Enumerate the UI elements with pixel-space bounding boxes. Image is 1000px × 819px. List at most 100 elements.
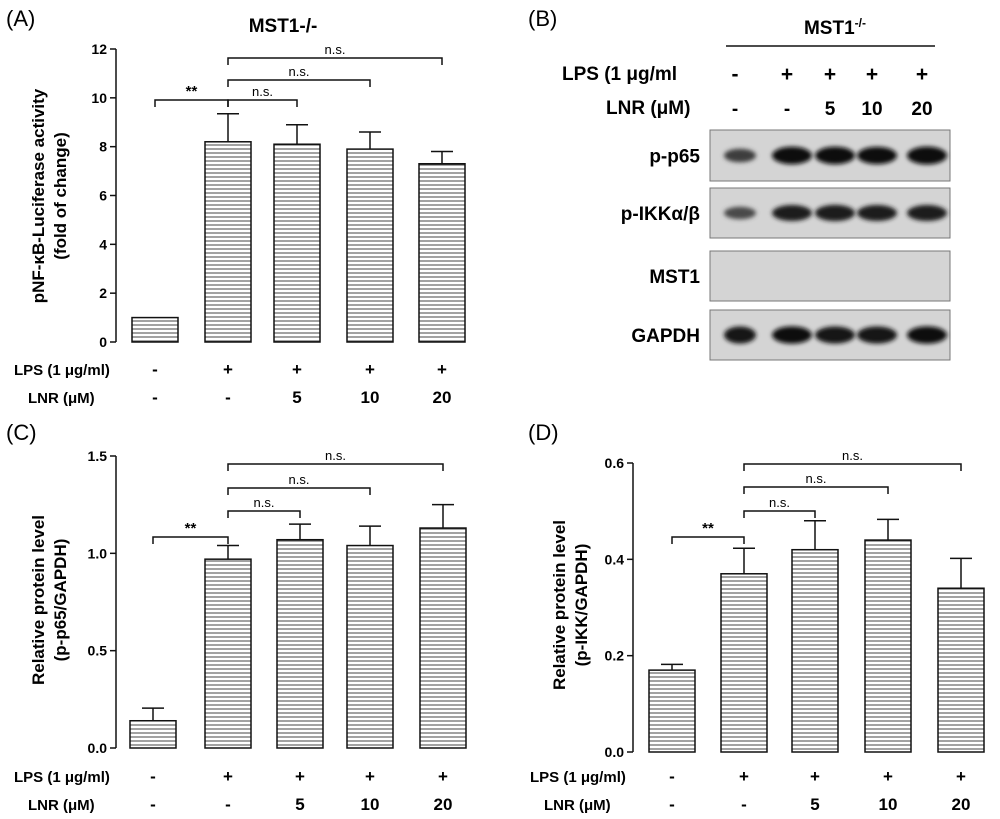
blot-lnr-value: -	[732, 99, 738, 120]
chart-c-sig-bracket	[152, 536, 229, 544]
chart-a-lnr-value: -	[225, 388, 231, 407]
chart-a-bar	[346, 148, 394, 343]
blot-band	[857, 146, 897, 165]
chart-c-sig-bracket	[227, 487, 371, 495]
chart-d-lnr-value: -	[669, 795, 675, 814]
chart-a-sig-label: n.s.	[289, 64, 310, 79]
chart-d-bar	[937, 587, 985, 753]
blot-band-label: p-IKKα/β	[621, 204, 700, 225]
chart-a-lps-value: -	[152, 360, 158, 379]
chart-d: 0.0 0.2 0.4 0.6 Relative protein level (p-IKK…	[530, 448, 985, 814]
chart-c-ytick-label: 1.0	[88, 545, 108, 561]
chart-c-ytick-label: 1.5	[88, 448, 108, 464]
blot-band	[724, 326, 756, 344]
chart-c-ytick-label: 0.0	[88, 740, 108, 756]
blot-lps-label: LPS (1 μg/ml	[562, 64, 677, 85]
chart-d-bar	[648, 669, 696, 753]
chart-a-bar	[131, 316, 179, 343]
blot-band-strips: p-p65 p-IKKα/β MST1 GAPDH	[621, 129, 951, 361]
chart-a-sig-label: n.s.	[325, 42, 346, 57]
chart-d-ytick-label: 0.6	[605, 455, 625, 471]
western-blot: MST1-/- LPS (1 μg/ml LNR (μM) - + + + +- -5 10…	[562, 16, 951, 361]
chart-d-bar	[720, 573, 768, 753]
blot-lps-value: +	[866, 63, 878, 86]
chart-a-lnr-value: 10	[361, 388, 380, 407]
panel-label-d: (D)	[528, 420, 559, 445]
chart-a-lnr-label: LNR (μM)	[28, 390, 95, 407]
chart-a-sig-bracket	[227, 57, 443, 65]
chart-a-lnr-value: 5	[292, 388, 301, 407]
chart-a-ytick-label: 8	[99, 139, 107, 155]
blot-band	[772, 205, 812, 221]
chart-c-sig-bracket	[227, 463, 444, 471]
blot-strip	[709, 250, 951, 302]
chart-c-lps-value: +	[365, 767, 375, 786]
blot-title: MST1-/-	[804, 16, 866, 39]
chart-a-lps-value: +	[365, 360, 375, 379]
panel-label-b: (B)	[528, 6, 557, 31]
chart-c-sig-bracket	[227, 510, 301, 518]
chart-d-sig-label: n.s.	[769, 495, 790, 510]
blot-lps-value: +	[824, 63, 836, 86]
chart-a-ytick-label: 12	[91, 41, 107, 57]
chart-d-lps-value: +	[883, 767, 893, 786]
chart-c-bar	[129, 719, 177, 749]
blot-band-label: GAPDH	[631, 326, 700, 347]
chart-a-sig-label: **	[186, 83, 198, 100]
chart-c-lnr-label: LNR (μM)	[28, 797, 95, 814]
chart-a: 0 2 4 6 8 10 12 pNF-κB-Luciferase activity (fold…	[14, 41, 466, 407]
panel-label-a: (A)	[6, 6, 35, 31]
chart-c: 0.0 0.5 1.0 1.5 Relative protein level (p-p65…	[14, 448, 467, 814]
blot-title-superscript: -/-	[855, 16, 866, 30]
chart-d-ytick-label: 0.0	[605, 744, 625, 760]
chart-d-lps-value: +	[956, 767, 966, 786]
chart-c-bar	[204, 558, 252, 749]
chart-d-sig-label: **	[702, 520, 714, 537]
chart-a-ytick-label: 10	[91, 90, 107, 106]
chart-d-ylabel: (p-IKK/GAPDH)	[572, 544, 591, 667]
blot-band	[907, 326, 947, 344]
chart-d-lnr-value: 10	[879, 795, 898, 814]
blot-lnr-value: 5	[825, 99, 836, 120]
blot-lnr-value: 20	[911, 99, 932, 120]
chart-c-lps-value: -	[150, 767, 156, 786]
chart-d-lnr-value: -	[741, 795, 747, 814]
blot-lps-value: -	[732, 63, 739, 86]
blot-band	[907, 205, 947, 221]
chart-c-sig-label: n.s.	[254, 495, 275, 510]
chart-a-ylabel: pNF-κB-Luciferase activity	[29, 88, 48, 303]
chart-c-ylabel: Relative protein level	[29, 515, 48, 685]
chart-c-lps-label: LPS (1 μg/ml)	[14, 769, 110, 786]
blot-condition-row: - + + + + - - 5 10 20	[732, 63, 933, 120]
blot-band-label: p-p65	[649, 147, 700, 168]
chart-a-bar	[204, 141, 252, 343]
chart-c-lps-value: +	[223, 767, 233, 786]
blot-lps-value: +	[781, 63, 793, 86]
chart-d-sig-bracket	[743, 486, 889, 494]
chart-c-sig-label: **	[185, 520, 197, 537]
chart-a-ylabel: (fold of change)	[51, 132, 70, 259]
chart-a-lps-value: +	[292, 360, 302, 379]
chart-c-sig-label: n.s.	[289, 472, 310, 487]
chart-d-ylabel: Relative protein level	[550, 520, 569, 690]
chart-a-bar	[273, 143, 321, 343]
chart-a-ytick-label: 2	[99, 285, 107, 301]
chart-a-sig-bracket	[154, 99, 229, 107]
blot-band	[772, 146, 812, 165]
chart-a-ytick-label: 6	[99, 188, 107, 204]
chart-a-lnr-value: 20	[433, 388, 452, 407]
chart-d-ytick-label: 0.2	[605, 648, 625, 664]
chart-d-lps-value: +	[810, 767, 820, 786]
blot-band-label: MST1	[649, 267, 700, 288]
blot-band	[772, 326, 812, 344]
chart-a-ytick-label: 0	[99, 334, 107, 350]
blot-band	[815, 204, 855, 222]
blot-lnr-label: LNR (μM)	[606, 98, 690, 119]
blot-band	[815, 326, 855, 344]
chart-d-ytick-label: 0.4	[605, 551, 625, 567]
chart-d-sig-label: n.s.	[806, 471, 827, 486]
blot-band	[815, 146, 855, 165]
panel-label-c: (C)	[6, 420, 37, 445]
chart-d-sig-bracket	[743, 510, 816, 518]
blot-band	[724, 206, 756, 220]
